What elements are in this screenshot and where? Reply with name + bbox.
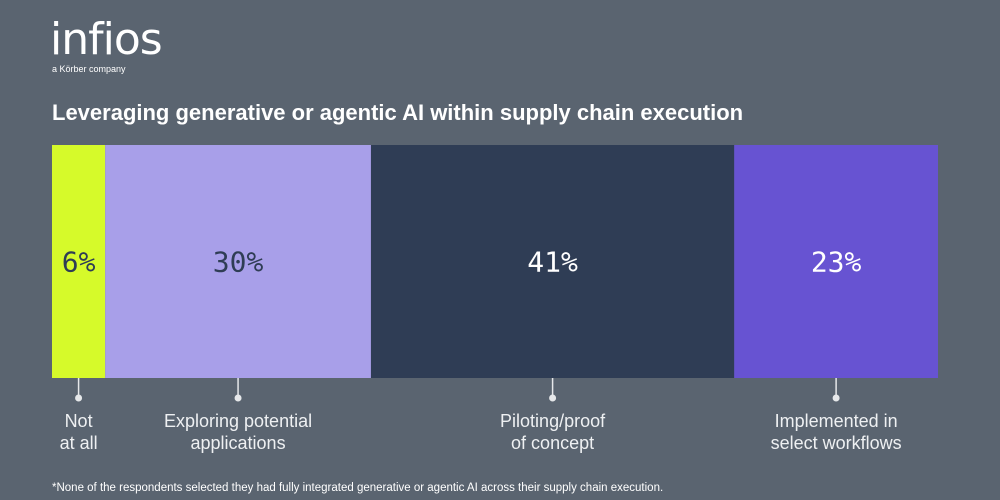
leader-dot [75, 394, 83, 402]
category-label: Exploring potential applications [163, 411, 313, 453]
value-label: 41% [527, 246, 578, 279]
leader-dot [549, 394, 557, 402]
bar-segment [734, 145, 938, 378]
bar-segment [105, 145, 371, 378]
chart-title: Leveraging generative or agentic AI with… [52, 100, 744, 125]
bar-segment [370, 145, 735, 378]
value-label: 30% [213, 246, 264, 279]
category-label: Piloting/proof of concept [500, 411, 606, 453]
logo-tagline: a Körber company [52, 64, 126, 74]
category-label: Implemented in select workflows [770, 411, 902, 453]
leader-dot [832, 394, 840, 402]
footnote: *None of the respondents selected they h… [52, 482, 664, 494]
value-label: 6% [62, 246, 96, 279]
logo: infios [50, 14, 163, 65]
value-label: 23% [811, 246, 862, 279]
leader-dot [234, 394, 242, 402]
category-label: Not at all [59, 411, 98, 453]
bar-segment [52, 145, 106, 378]
